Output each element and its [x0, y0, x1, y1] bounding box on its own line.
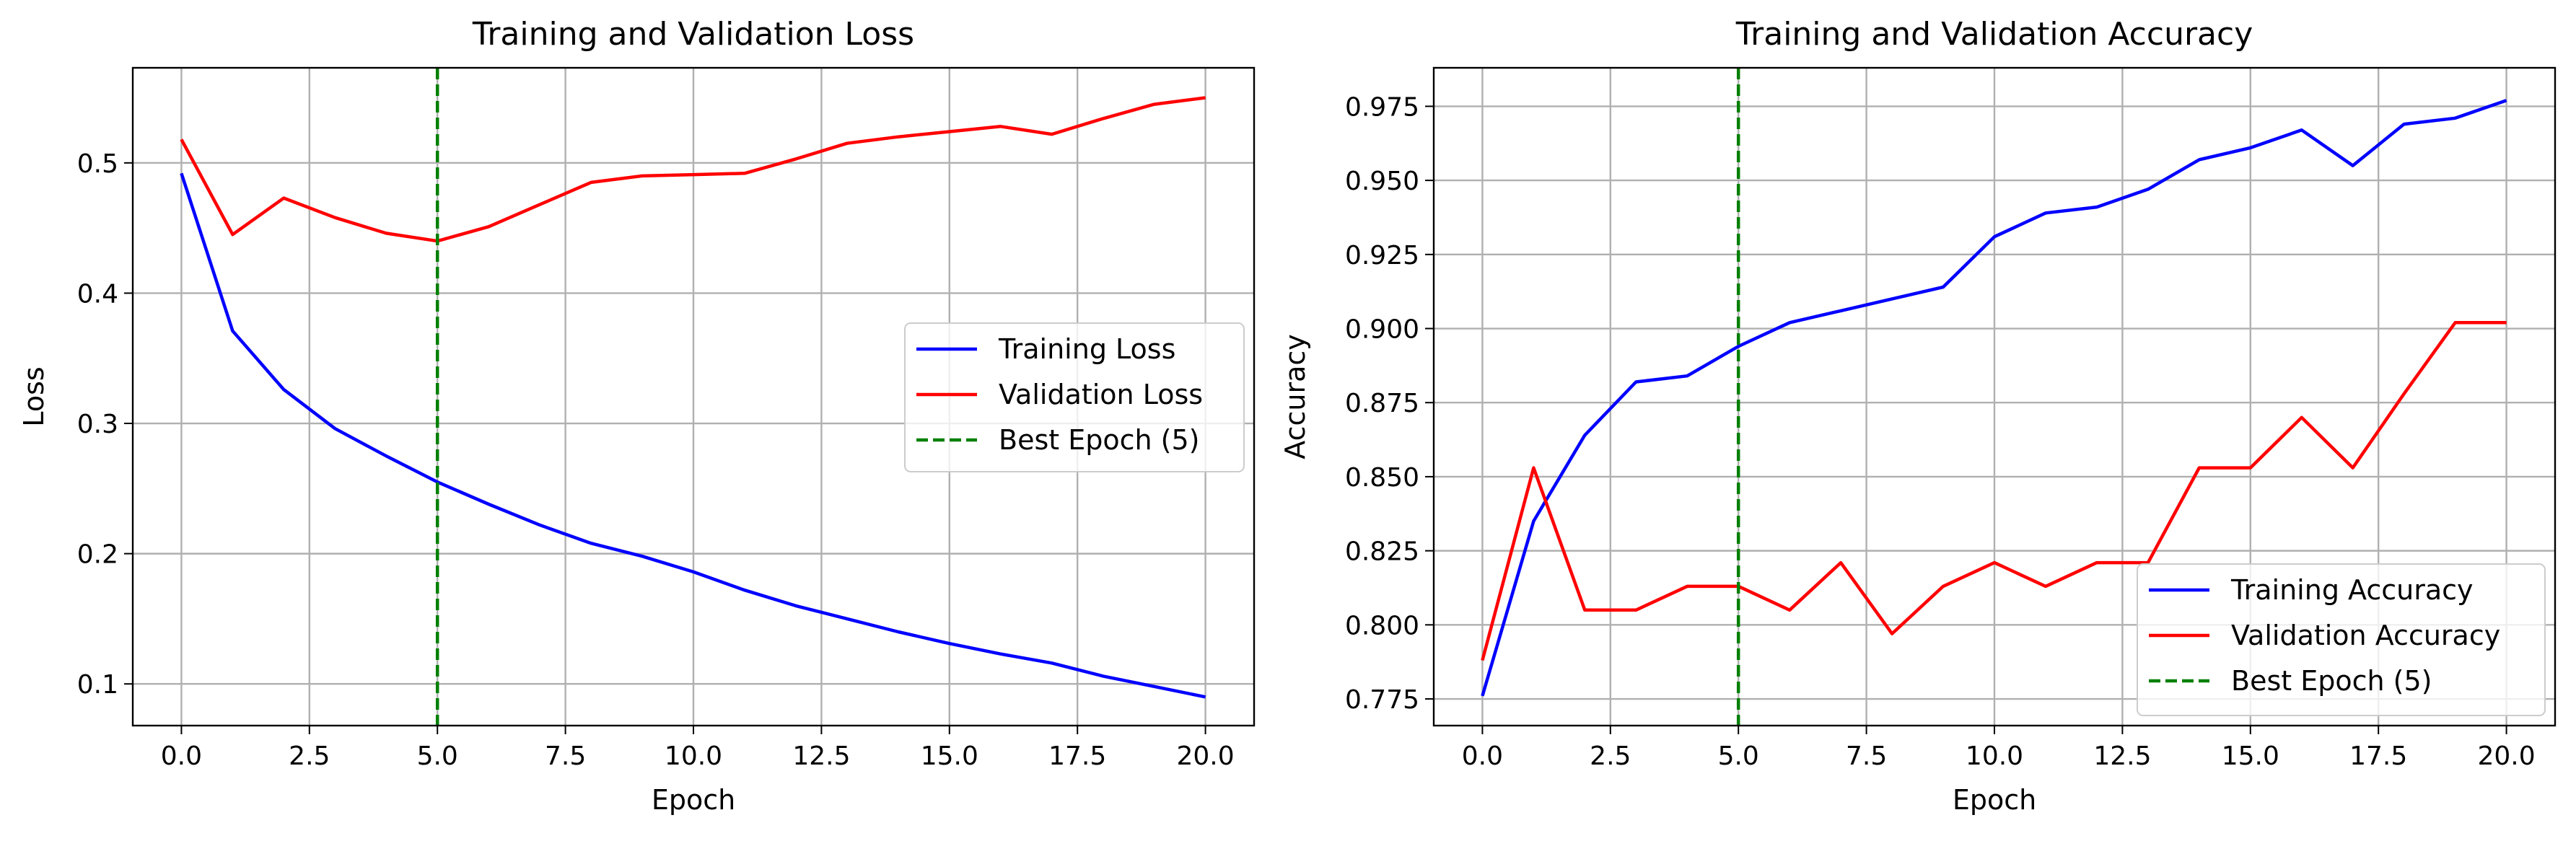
y-tick-label: 0.4 [77, 279, 118, 309]
x-axis-label: Epoch [652, 784, 735, 816]
x-tick-label: 12.5 [2093, 741, 2151, 771]
legend: Training Accuracy Validation Accuracy Best… [2137, 563, 2546, 716]
x-tick-label: 10.0 [665, 741, 722, 771]
legend-label: Validation Loss [999, 379, 1203, 410]
y-tick-label: 0.975 [1345, 92, 1419, 122]
y-tick-label: 0.775 [1345, 685, 1419, 715]
legend-label: Training Accuracy [2230, 574, 2474, 606]
series-line-validation-accuracy [1481, 321, 2507, 661]
x-tick-label: 20.0 [2478, 741, 2536, 771]
x-tick-label: 7.5 [545, 741, 586, 771]
y-tick-label: 0.1 [77, 670, 118, 700]
y-tick-label: 0.900 [1345, 315, 1419, 345]
y-tick-label: 0.3 [77, 410, 118, 439]
x-tick-label: 5.0 [417, 741, 458, 771]
x-tick-label: 5.0 [1718, 741, 1759, 771]
series-line-training-accuracy [1481, 99, 2507, 697]
legend-label: Validation Accuracy [2231, 620, 2500, 651]
chart-panel-2: 0.0 2.5 5.0 7.5 10.0 12.5 15.0 17.5 20.0 0.775 0.8… [1279, 16, 2557, 816]
y-axis-label: Loss [18, 366, 50, 426]
legend-label: Best Epoch (5) [999, 424, 1200, 456]
x-tick-label: 20.0 [1177, 741, 1235, 771]
x-tick-label: 17.5 [1048, 741, 1106, 771]
x-tick-label: 15.0 [2222, 741, 2279, 771]
series-line-training-loss [180, 172, 1206, 699]
y-tick-label: 0.2 [77, 540, 118, 570]
x-tick-label: 10.0 [1966, 741, 2023, 771]
legend-label: Training Loss [998, 333, 1175, 365]
x-tick-label: 2.5 [289, 741, 330, 771]
y-tick-label: 0.850 [1345, 463, 1419, 493]
y-tick-label: 0.825 [1345, 537, 1419, 567]
x-tick-label: 2.5 [1590, 741, 1631, 771]
chart-panel-1: 0.0 2.5 5.0 7.5 10.0 12.5 15.0 17.5 20.0 0.1 0.2 0.… [18, 16, 1256, 816]
y-axis-label: Accuracy [1279, 334, 1311, 459]
chart-title: Training and Validation Accuracy [1735, 16, 2253, 53]
x-tick-label: 15.0 [921, 741, 978, 771]
y-tick-label: 0.925 [1345, 241, 1419, 270]
y-tick-label: 0.5 [77, 149, 118, 179]
series-line-validation-loss [180, 96, 1206, 243]
x-tick-label: 0.0 [161, 741, 202, 771]
legend-label: Best Epoch (5) [2231, 665, 2432, 697]
legend-box [904, 322, 1245, 472]
x-tick-label: 0.0 [1462, 741, 1503, 771]
y-tick-label: 0.875 [1345, 389, 1419, 418]
chart-title: Training and Validation Loss [472, 16, 914, 53]
x-axis-label: Epoch [1953, 784, 2036, 816]
y-tick-label: 0.800 [1345, 611, 1419, 640]
x-tick-label: 7.5 [1846, 741, 1887, 771]
y-tick-label: 0.950 [1345, 167, 1419, 196]
legend: Training Loss Validation Loss Best Epoch (… [904, 322, 1245, 472]
legend-box [2137, 563, 2546, 716]
x-tick-label: 17.5 [2349, 741, 2407, 771]
x-tick-label: 12.5 [792, 741, 850, 771]
